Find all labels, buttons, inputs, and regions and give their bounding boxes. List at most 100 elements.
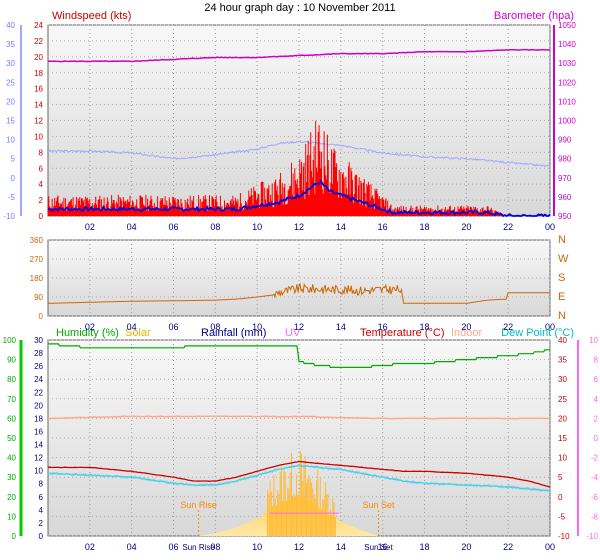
x-tick-label: 18 xyxy=(419,322,429,332)
y-tick-label: 40 xyxy=(7,454,16,463)
y-tick-label: 8 xyxy=(594,356,599,365)
y-tick-label: 4 xyxy=(594,395,599,404)
x-tick-label: 22 xyxy=(503,222,513,232)
y-tick-label: 16 xyxy=(34,427,43,436)
y-tick-label: 1020 xyxy=(558,78,576,87)
temperature-line xyxy=(47,460,551,488)
x-tick-label: 12 xyxy=(294,542,304,552)
barometer-line xyxy=(47,48,551,63)
y-tick-label: 26 xyxy=(34,362,43,371)
x-tick-label: 18 xyxy=(419,222,429,232)
y-tick-label: 180 xyxy=(30,274,44,283)
y-tick-label: 25 xyxy=(558,395,567,404)
y-tick-label: 80 xyxy=(7,375,16,384)
y-tick-label: 6 xyxy=(594,375,599,384)
y-tick-label: 100 xyxy=(3,336,17,345)
y-tick-label: 30 xyxy=(558,375,567,384)
y-tick-label: 0 xyxy=(39,212,44,221)
windspeed-average-line xyxy=(47,179,551,218)
y-tick-label: 2 xyxy=(39,196,44,205)
indoor-label: Indoor xyxy=(451,327,483,339)
x-tick-label: 16 xyxy=(378,222,388,232)
y-tick-label: 0 xyxy=(39,532,44,541)
indoor-line xyxy=(47,415,551,420)
y-tick-label: 970 xyxy=(558,174,572,183)
x-tick-label: 16 xyxy=(378,542,388,552)
uv-label: UV xyxy=(285,327,301,339)
y-tick-label: 1000 xyxy=(558,117,576,126)
x-tick-label: 08 xyxy=(210,542,220,552)
x-tick-label: 00 xyxy=(545,542,555,552)
y-tick-label: 28 xyxy=(34,349,43,358)
y-tick-label: 12 xyxy=(34,454,43,463)
y-tick-label: 70 xyxy=(7,395,16,404)
x-tick-label: 06 xyxy=(168,322,178,332)
x-tick-label: 00 xyxy=(545,322,555,332)
y-tick-label: 40 xyxy=(558,336,567,345)
x-tick-label: 06 xyxy=(168,222,178,232)
chart-title: 24 hour graph day : 10 November 2011 xyxy=(204,2,395,14)
y-tick-label: 960 xyxy=(558,193,572,202)
y-tick-label: 4 xyxy=(39,180,44,189)
dewpoint-label: Dew Point (°C) xyxy=(501,327,574,339)
temperature-label: Temperature (°C) xyxy=(360,327,444,339)
y-tick-label: E xyxy=(558,291,565,303)
y-tick-label: 10 xyxy=(558,454,567,463)
humidity-line xyxy=(48,343,550,368)
humidity-label: Humidity (%) xyxy=(56,327,119,339)
y-tick-label: 8 xyxy=(39,148,44,157)
x-tick-label: 04 xyxy=(127,542,137,552)
y-tick-label: 2 xyxy=(594,414,599,423)
y-tick-label: 60 xyxy=(7,414,16,423)
y-tick-label: 22 xyxy=(34,37,43,46)
x-tick-label: 20 xyxy=(461,542,471,552)
y-tick-label: 90 xyxy=(7,356,16,365)
y-tick-label: 1050 xyxy=(558,21,576,30)
y-tick-label: 0 xyxy=(12,532,17,541)
y-tick-label: 15 xyxy=(6,117,15,126)
y-tick-label: 35 xyxy=(6,40,15,49)
y-tick-label: 10 xyxy=(34,132,43,141)
dewpoint-line xyxy=(47,464,551,492)
y-tick-label: 5 xyxy=(11,155,16,164)
y-tick-label: 18 xyxy=(34,414,43,423)
y-tick-label: 20 xyxy=(7,493,16,502)
y-tick-label: 30 xyxy=(7,473,16,482)
y-tick-label: 6 xyxy=(39,164,44,173)
wind-panel-bg xyxy=(47,24,551,217)
y-tick-label: 5 xyxy=(558,473,563,482)
y-tick-label: -4 xyxy=(591,473,599,482)
y-tick-label: 20 xyxy=(34,53,43,62)
y-tick-label: 10 xyxy=(589,336,598,345)
x-tick-label: 02 xyxy=(85,542,95,552)
sun-marker-label: Sun Set xyxy=(362,500,395,510)
y-tick-label: 24 xyxy=(34,21,43,30)
x-tick-label: 04 xyxy=(127,322,137,332)
y-tick-label: 25 xyxy=(6,78,15,87)
y-tick-label: 950 xyxy=(558,212,572,221)
x-tick-label: 08 xyxy=(210,222,220,232)
y-tick-label: 10 xyxy=(6,136,15,145)
y-tick-label: 24 xyxy=(34,375,43,384)
y-tick-label: 4 xyxy=(39,506,44,515)
wind-direction-line xyxy=(48,282,550,304)
barometer-label: Barometer (hpa) xyxy=(494,10,574,22)
y-tick-label: 6 xyxy=(39,493,44,502)
y-tick-label: 8 xyxy=(39,480,44,489)
temperature-line-wind-panel xyxy=(47,140,551,168)
y-tick-label: -2 xyxy=(591,454,599,463)
solar-label: Solar xyxy=(125,327,151,339)
y-tick-label: 20 xyxy=(34,401,43,410)
sun-tick-label: Sun Rise xyxy=(182,543,215,552)
y-tick-label: 14 xyxy=(34,101,43,110)
y-tick-label: 14 xyxy=(34,441,43,450)
y-tick-label: 0 xyxy=(594,434,599,443)
x-tick-label: 22 xyxy=(503,322,513,332)
y-tick-label: 980 xyxy=(558,155,572,164)
y-tick-label: 35 xyxy=(558,356,567,365)
x-tick-label: 14 xyxy=(336,222,346,232)
y-tick-label: -10 xyxy=(3,212,15,221)
y-tick-label: 1030 xyxy=(558,59,576,68)
x-tick-label: 02 xyxy=(85,222,95,232)
